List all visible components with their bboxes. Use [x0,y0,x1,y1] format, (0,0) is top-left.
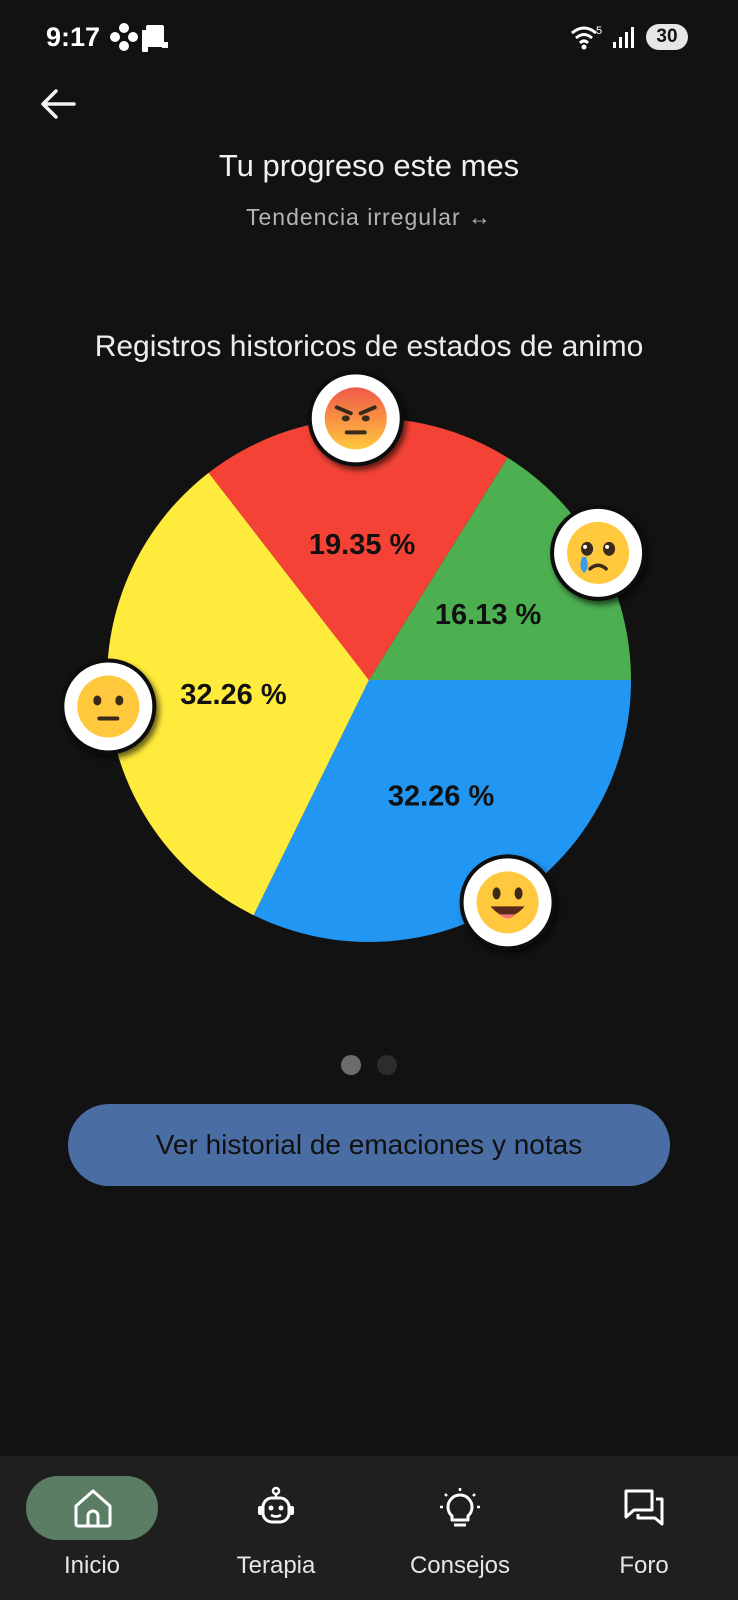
view-history-button[interactable]: Ver historial de emaciones y notas [68,1104,670,1186]
page-dot-1[interactable] [341,1055,361,1075]
status-bar: 9:17 5 30 [0,0,738,78]
pie-slice-3 [369,457,631,680]
bottom-navigation: Inicio Terapia Consejos Foro [0,1456,738,1600]
robot-icon [258,1486,294,1524]
status-time: 9:17 [46,22,101,52]
nav-label-foro: Foro [619,1552,669,1579]
pie-slice-1 [106,472,370,916]
angry-face-icon [307,370,404,467]
notification-icons [110,23,168,52]
mood-pie-chart: 32.26 % 32.26 % 19.35 % 16.13 % [60,370,647,951]
crying-face-icon [550,504,647,601]
nav-item-inicio[interactable]: Inicio [0,1456,170,1600]
forum-icon [624,1489,664,1526]
chart-title: Registros historicos de estados de animo [94,330,644,363]
page-dot-2[interactable] [377,1055,397,1075]
battery-indicator: 30 [646,24,688,50]
lightbulb-icon [440,1488,480,1527]
slice-label-1: 32.26 % [180,679,287,711]
signal-icon [613,27,634,48]
nav-label-inicio: Inicio [63,1552,121,1579]
nav-item-terapia[interactable]: Terapia [184,1456,354,1600]
flower-notification-icon [110,23,138,51]
wifi-icon: 5 [571,25,602,50]
nav-label-consejos: Consejos [409,1552,511,1579]
neutral-face-icon [60,658,157,755]
active-indicator [26,1476,158,1540]
back-arrow-icon[interactable] [36,82,80,126]
happy-face-icon [459,854,556,951]
nav-item-consejos[interactable]: Consejos [368,1456,538,1600]
home-icon [74,1489,112,1528]
slice-label-2: 19.35 % [309,529,416,561]
slice-label-3: 16.13 % [435,599,542,631]
trend-subtitle: Tendencia irregular ↔ [245,204,492,230]
nav-item-foro[interactable]: Foro [552,1456,722,1600]
page-indicator [0,1055,738,1075]
page-title: Tu progreso este mes [218,148,520,183]
pie-slice-2 [208,418,508,680]
nav-label-terapia: Terapia [236,1552,316,1579]
slice-label-0: 32.26 % [388,781,495,813]
wifi-badge: 5 [596,25,602,37]
app-notification-icon [142,25,168,52]
